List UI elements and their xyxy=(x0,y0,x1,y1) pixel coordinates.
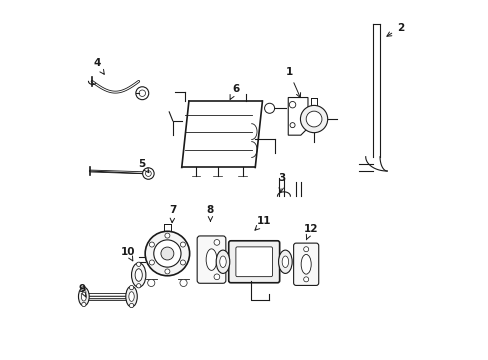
Circle shape xyxy=(129,285,133,290)
Circle shape xyxy=(214,239,219,245)
Circle shape xyxy=(149,260,154,265)
Circle shape xyxy=(147,279,155,287)
Ellipse shape xyxy=(81,292,86,301)
Ellipse shape xyxy=(219,256,226,267)
Polygon shape xyxy=(287,98,307,135)
Circle shape xyxy=(264,103,274,113)
Circle shape xyxy=(164,233,169,238)
FancyBboxPatch shape xyxy=(235,247,272,276)
Ellipse shape xyxy=(131,263,145,287)
Circle shape xyxy=(81,287,86,291)
Circle shape xyxy=(161,247,174,260)
Circle shape xyxy=(180,260,185,265)
Text: 5: 5 xyxy=(139,159,148,173)
Text: 11: 11 xyxy=(254,216,271,230)
Circle shape xyxy=(129,303,133,308)
Text: 7: 7 xyxy=(169,206,176,223)
Ellipse shape xyxy=(216,250,229,273)
Text: 3: 3 xyxy=(278,173,285,192)
Ellipse shape xyxy=(206,249,217,270)
Text: 4: 4 xyxy=(93,58,104,74)
Text: 2: 2 xyxy=(386,23,403,36)
Circle shape xyxy=(305,111,321,127)
Circle shape xyxy=(303,247,308,252)
FancyBboxPatch shape xyxy=(293,243,318,285)
Circle shape xyxy=(180,279,187,287)
Ellipse shape xyxy=(301,255,310,274)
Text: 12: 12 xyxy=(303,225,317,240)
Ellipse shape xyxy=(125,286,137,307)
Circle shape xyxy=(142,168,154,179)
FancyBboxPatch shape xyxy=(228,241,279,283)
Circle shape xyxy=(145,231,189,276)
Circle shape xyxy=(214,274,219,280)
Circle shape xyxy=(300,105,327,133)
Ellipse shape xyxy=(128,292,134,301)
Ellipse shape xyxy=(135,269,142,281)
Circle shape xyxy=(303,277,308,282)
Text: 6: 6 xyxy=(230,84,239,99)
Circle shape xyxy=(136,262,141,266)
Ellipse shape xyxy=(278,250,292,273)
Text: 9: 9 xyxy=(79,284,86,297)
Text: 10: 10 xyxy=(121,247,135,261)
Circle shape xyxy=(289,123,294,128)
FancyBboxPatch shape xyxy=(197,236,225,283)
Circle shape xyxy=(164,269,169,274)
Ellipse shape xyxy=(282,256,288,267)
Text: 1: 1 xyxy=(285,67,300,98)
Circle shape xyxy=(136,87,148,100)
Circle shape xyxy=(149,242,154,247)
Circle shape xyxy=(180,242,185,247)
Circle shape xyxy=(153,240,181,267)
Circle shape xyxy=(81,302,86,307)
Text: 8: 8 xyxy=(206,206,214,221)
Ellipse shape xyxy=(78,287,89,306)
Circle shape xyxy=(289,102,295,108)
Circle shape xyxy=(136,284,141,288)
